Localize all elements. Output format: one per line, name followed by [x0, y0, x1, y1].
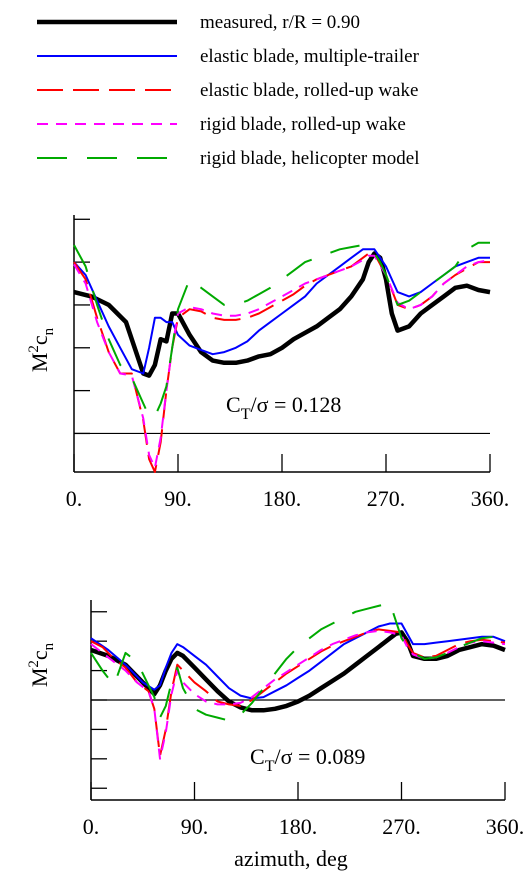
x-axis-label: azimuth, deg — [234, 846, 348, 871]
x-tick-label-bottom: 90. — [181, 814, 209, 839]
x-tick-label-bottom: 180. — [279, 814, 318, 839]
chart-panel-top: 0. 90. 180. 270. 360. M2cn CT/σ = 0.128 — [26, 215, 509, 511]
x-tick-label-bottom: 270. — [382, 814, 421, 839]
x-tick-label-top: 180. — [263, 486, 302, 511]
x-tick-label-top: 0. — [66, 486, 83, 511]
series-group-bottom — [90, 601, 506, 760]
y-axis-label-top: M2cn — [26, 327, 57, 372]
series-elastic-blade-multiple-trailer-bottom — [90, 622, 506, 700]
chart-panel-bottom: 0. 90. 180. 270. 360. M2cn CT/σ = 0.089 — [26, 600, 524, 839]
legend-label-elastic-blade-rolled-up-wake: elastic blade, rolled-up wake — [200, 80, 418, 101]
legend: measured, r/R = 0.90 elastic blade, multi… — [37, 12, 420, 169]
x-tick-label-top: 360. — [471, 486, 510, 511]
legend-label-rigid-blade-rolled-up-wake: rigid blade, rolled-up wake — [200, 114, 406, 135]
legend-label-rigid-blade-helicopter-model: rigid blade, helicopter model — [200, 148, 419, 169]
thrust-annotation-top: CT/σ = 0.128 — [226, 392, 341, 423]
series-group-top — [73, 241, 491, 473]
series-elastic-blade-rolled-up-wake-top — [73, 252, 490, 473]
axes-top — [73, 215, 491, 473]
legend-label-elastic-blade-multiple-trailer: elastic blade, multiple-trailer — [200, 46, 420, 67]
legend-label-measured-r-r-0-90: measured, r/R = 0.90 — [200, 12, 360, 33]
series-rigid-blade-rolled-up-wake-top — [73, 254, 491, 469]
x-tick-label-top: 270. — [367, 486, 406, 511]
x-tick-label-top: 90. — [164, 486, 192, 511]
series-measured-r-r-0-90-top — [73, 251, 491, 378]
series-measured-r-r-0-90-bottom — [90, 630, 506, 713]
series-rigid-blade-helicopter-model-top — [73, 241, 490, 418]
series-rigid-blade-rolled-up-wake-bottom — [90, 629, 506, 760]
series-elastic-blade-multiple-trailer-top — [73, 248, 490, 375]
x-tick-label-bottom: 360. — [486, 814, 525, 839]
y-axis-label-bottom: M2cn — [26, 642, 57, 687]
series-rigid-blade-helicopter-model-bottom — [90, 601, 506, 722]
x-tick-label-bottom: 0. — [83, 814, 100, 839]
thrust-annotation-bottom: CT/σ = 0.089 — [250, 744, 365, 775]
